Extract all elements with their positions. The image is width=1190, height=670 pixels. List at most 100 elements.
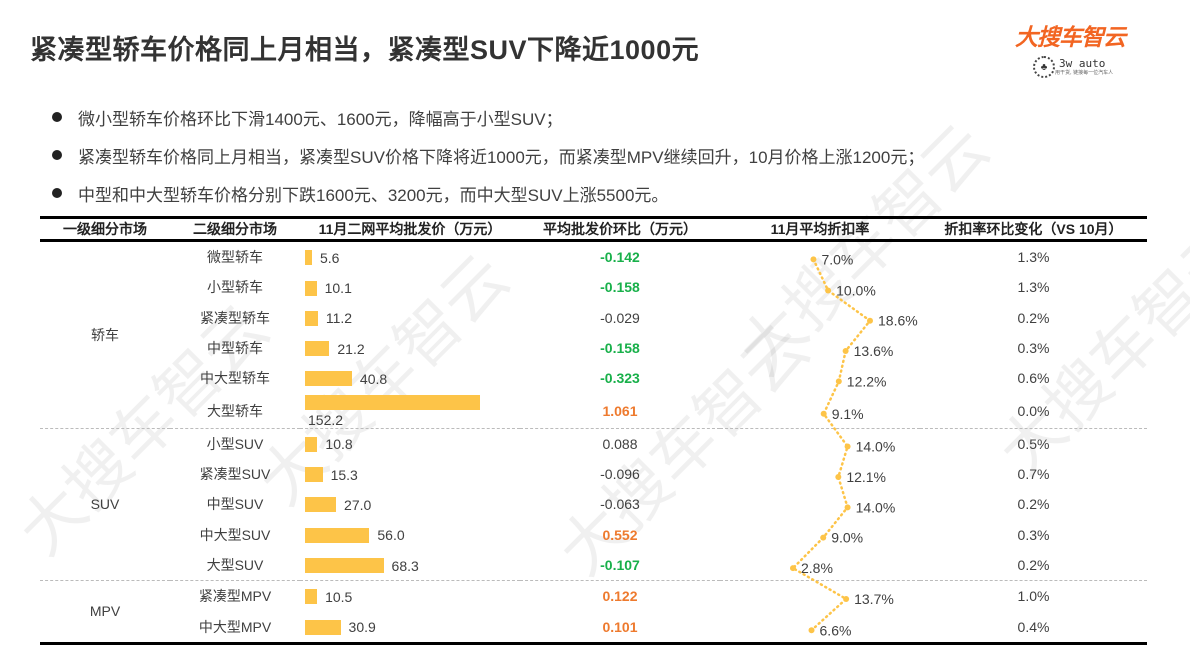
mom-cell: -0.158 — [600, 279, 640, 296]
bullet-item: 紧凑型轿车价格同上月相当，紧凑型SUV价格下降将近1000元，而紧凑型MPV继续… — [52, 136, 924, 174]
table-row: 大型SUV 68.3 -0.107 0.2% — [40, 549, 1147, 582]
table-row: 轿车 微型轿车 5.6 -0.142 1.3% — [40, 240, 1147, 429]
price-table: 一级细分市场 二级细分市场 11月二网平均批发价（万元） 平均批发价环比（万元）… — [40, 216, 1147, 645]
mom-cell: -0.158 — [600, 340, 640, 357]
bullet-item: 微小型轿车价格环比下滑1400元、1600元，降幅高于小型SUV； — [52, 98, 924, 136]
logo-tagline: 用干货, 链接每一位汽车人 — [1055, 70, 1114, 76]
discount-cell — [720, 549, 920, 582]
bullet-item: 中型和中大型轿车价格分别下跌1600元、3200元，而中大型SUV上涨5500元… — [52, 174, 924, 212]
segment-cell: 中大型SUV — [199, 526, 271, 543]
group-cell: MPV — [89, 603, 121, 620]
mom-cell: 0.552 — [602, 526, 638, 543]
price-value: 152.2 — [308, 411, 344, 428]
mom-cell: -0.107 — [520, 549, 720, 582]
header-discount: 11月平均折扣率 — [770, 221, 870, 237]
price-bar — [305, 310, 318, 326]
segment-cell: 中大型轿车 — [200, 370, 270, 387]
discount-change-cell: 0.7% — [1017, 466, 1050, 483]
mom-cell: -0.063 — [600, 496, 640, 513]
price-cell: 30.9 — [300, 611, 520, 643]
table-row: 紧凑型轿车 11.2 -0.029 0.2% — [40, 303, 1147, 333]
discount-change-cell: 0.6% — [1017, 370, 1050, 387]
discount-cell — [720, 611, 920, 643]
price-value: 10.5 — [325, 588, 353, 605]
discount-change-cell: 1.3% — [1017, 279, 1050, 296]
segment-cell: 紧凑型SUV — [199, 466, 271, 483]
discount-change-cell: 0.3% — [1017, 526, 1050, 543]
price-bar — [305, 497, 337, 513]
price-bar — [305, 371, 352, 387]
mom-cell: -0.096 — [600, 466, 640, 483]
price-value: 30.9 — [348, 619, 376, 636]
header-discount-change: 折扣率环比变化（VS 10月） — [944, 221, 1123, 237]
discount-change-cell: 0.5% — [1017, 435, 1050, 452]
price-bar — [305, 250, 312, 266]
header-level1: 一级细分市场 — [63, 221, 147, 237]
price-bar — [305, 280, 317, 296]
table-row: 中大型MPV 30.9 0.101 0.4% — [40, 611, 1147, 643]
segment-cell: 中型轿车 — [207, 340, 263, 357]
logo-main-text: 大搜车智云 — [1015, 24, 1126, 50]
discount-cell — [720, 303, 920, 333]
table-row: MPV 紧凑型MPV 10.5 0.122 1.0% — [40, 581, 1147, 619]
price-value: 10.8 — [325, 436, 353, 453]
discount-cell — [720, 333, 920, 363]
price-value: 5.6 — [320, 249, 340, 266]
price-cell: 5.6 — [300, 241, 520, 273]
discount-change-cell: 0.0% — [920, 393, 1147, 429]
segment-cell: 大型SUV — [170, 549, 300, 582]
table-row: SUV 小型SUV 10.8 0.088 0.5% — [40, 428, 1147, 582]
price-cell: 11.2 — [300, 303, 520, 333]
group-cell: 轿车 — [40, 240, 170, 429]
emblem-icon: ♣ — [1033, 56, 1055, 78]
segment-cell: 中大型MPV — [198, 618, 272, 635]
discount-cell — [720, 272, 920, 302]
price-value: 10.1 — [324, 280, 352, 297]
discount-cell — [720, 241, 920, 273]
bullet-list: 微小型轿车价格环比下滑1400元、1600元，降幅高于小型SUV； 紧凑型轿车价… — [52, 98, 924, 212]
price-cell: 15.3 — [300, 459, 520, 489]
price-cell: 10.8 — [300, 428, 520, 459]
bullet-dot-icon — [52, 188, 62, 198]
price-value: 11.2 — [325, 310, 353, 327]
price-cell: 152.2 — [300, 393, 520, 429]
discount-cell — [720, 428, 920, 459]
price-value: 56.0 — [377, 527, 405, 544]
price-bar — [305, 436, 318, 452]
segment-cell: 紧凑型MPV — [198, 588, 272, 605]
table-row: 中大型SUV 56.0 0.552 0.3% — [40, 519, 1147, 549]
mom-cell: 0.122 — [602, 588, 638, 605]
price-bar — [305, 527, 370, 543]
bullet-dot-icon — [52, 150, 62, 160]
discount-cell — [720, 363, 920, 393]
segment-cell: 中型SUV — [206, 496, 264, 513]
table-row: 紧凑型SUV 15.3 -0.096 0.7% — [40, 459, 1147, 489]
segment-cell: 小型SUV — [206, 435, 264, 452]
mom-cell: -0.323 — [600, 370, 640, 387]
bullet-dot-icon — [52, 112, 62, 122]
header-level2: 二级细分市场 — [193, 221, 277, 237]
discount-change-cell: 0.2% — [1017, 309, 1050, 326]
mom-cell: -0.029 — [600, 309, 640, 326]
discount-change-cell: 0.2% — [920, 549, 1147, 582]
price-cell: 56.0 — [300, 519, 520, 549]
price-value: 21.2 — [337, 340, 365, 357]
price-value: 40.8 — [359, 370, 388, 387]
price-value: 27.0 — [344, 496, 372, 513]
price-cell: 10.5 — [300, 581, 520, 612]
table-row: 小型轿车 10.1 -0.158 1.3% — [40, 272, 1147, 302]
price-cell: 68.3 — [300, 549, 520, 582]
discount-cell — [720, 393, 920, 429]
discount-change-cell: 1.3% — [1017, 249, 1050, 266]
price-cell: 27.0 — [300, 489, 520, 519]
mom-cell: -0.142 — [600, 249, 640, 266]
header-mom: 平均批发价环比（万元） — [543, 221, 697, 237]
table-row: 中大型轿车 40.8 -0.323 0.6% — [40, 363, 1147, 393]
segment-cell: 小型轿车 — [207, 279, 263, 296]
price-value: 15.3 — [330, 466, 358, 483]
mom-cell: 0.088 — [602, 435, 638, 452]
price-cell: 10.1 — [300, 272, 520, 302]
discount-change-cell: 0.2% — [1017, 496, 1050, 513]
segment-cell: 微型轿车 — [207, 249, 263, 266]
price-cell: 40.8 — [300, 363, 520, 393]
